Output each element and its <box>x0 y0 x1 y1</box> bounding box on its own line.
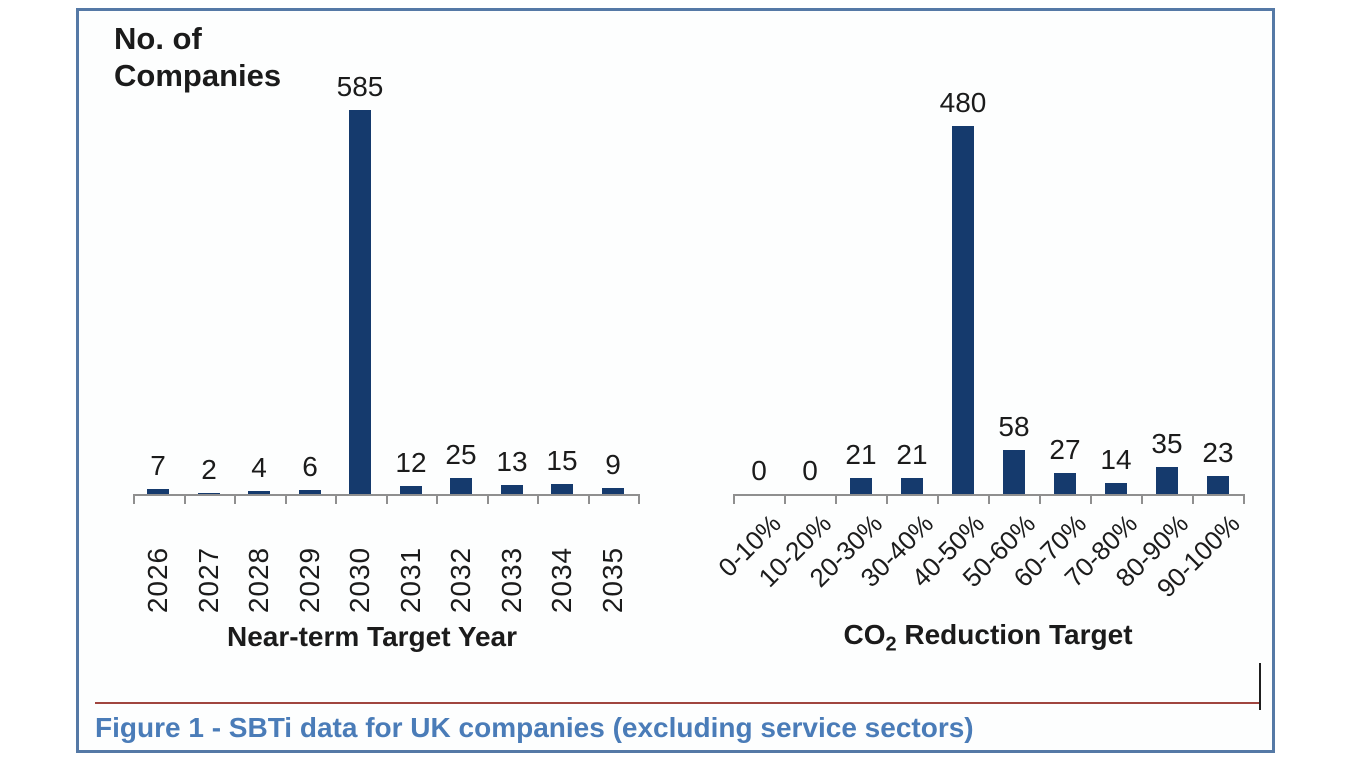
bar-20-30% <box>850 478 872 494</box>
tick-label-2034: 2034 <box>546 546 577 614</box>
value-label-2033: 13 <box>496 446 528 477</box>
x-axis-tick <box>537 494 539 504</box>
x-axis-tick <box>1243 494 1245 504</box>
value-label-80-90%: 35 <box>1151 428 1183 459</box>
x-axis-tick <box>1039 494 1041 504</box>
bar-70-80% <box>1105 483 1127 494</box>
value-label-70-80%: 14 <box>1100 444 1132 475</box>
value-label-2028: 4 <box>251 452 267 483</box>
value-label-50-60%: 58 <box>998 411 1030 442</box>
x-axis-title-co2-suffix: Reduction Target <box>896 619 1133 650</box>
x-axis-tick <box>285 494 287 504</box>
bar-50-60% <box>1003 450 1025 494</box>
value-label-2032: 25 <box>445 439 477 470</box>
value-label-90-100%: 23 <box>1202 437 1234 468</box>
bar-2031 <box>400 486 422 494</box>
y-axis-title: No. of Companies <box>114 20 281 94</box>
x-axis-title-co2-prefix: CO <box>843 619 886 650</box>
x-axis-tick <box>937 494 939 504</box>
bar-2028 <box>248 491 270 494</box>
x-axis-tick <box>988 494 990 504</box>
bar-2029 <box>299 490 321 494</box>
value-label-30-40%: 21 <box>896 439 928 470</box>
x-axis-title-near-term-target-year: Near-term Target Year <box>227 621 517 652</box>
value-label-0-10%: 0 <box>751 455 767 486</box>
y-axis-title-line1: No. of <box>114 21 202 56</box>
x-axis-tick <box>784 494 786 504</box>
bar-80-90% <box>1156 467 1178 494</box>
x-axis-tick <box>1090 494 1092 504</box>
x-axis-title-co2-reduction-target: CO2 Reduction Target <box>843 619 1133 655</box>
x-axis-tick <box>733 494 735 504</box>
value-label-2026: 7 <box>150 450 166 481</box>
x-axis-tick <box>886 494 888 504</box>
value-label-2034: 15 <box>546 445 578 476</box>
x-axis-tick <box>487 494 489 504</box>
bar-2035 <box>602 488 624 494</box>
x-axis-tick <box>133 494 135 504</box>
value-label-20-30%: 21 <box>845 439 877 470</box>
bar-2032 <box>450 478 472 494</box>
bar-2034 <box>551 484 573 494</box>
x-axis-tick <box>1141 494 1143 504</box>
value-label-60-70%: 27 <box>1049 434 1081 465</box>
value-label-40-50%: 480 <box>939 87 987 118</box>
value-label-2029: 6 <box>302 451 318 482</box>
bar-2027 <box>198 493 220 494</box>
tick-label-2035: 2035 <box>597 546 628 614</box>
x-axis-tick <box>184 494 186 504</box>
value-label-10-20%: 0 <box>802 455 818 486</box>
value-label-2030: 585 <box>336 71 384 102</box>
x-axis-title-co2-subscript: 2 <box>885 633 897 656</box>
bar-2026 <box>147 489 169 494</box>
x-axis-tick <box>638 494 640 504</box>
bar-2030 <box>349 110 371 494</box>
value-label-2031: 12 <box>395 447 427 478</box>
x-axis-tick <box>1192 494 1194 504</box>
value-label-2027: 2 <box>201 454 217 485</box>
bar-60-70% <box>1054 473 1076 494</box>
bar-90-100% <box>1207 476 1229 494</box>
divider-red-line <box>95 702 1260 704</box>
figure-frame <box>76 8 1275 753</box>
x-axis-tick <box>436 494 438 504</box>
x-axis-tick <box>335 494 337 504</box>
divider-end-tick <box>1259 663 1261 710</box>
x-axis-tick <box>386 494 388 504</box>
x-axis-tick <box>234 494 236 504</box>
tick-label-2026: 2026 <box>142 546 173 614</box>
bar-40-50% <box>952 126 974 494</box>
tick-label-2027: 2027 <box>193 546 224 614</box>
bar-30-40% <box>901 478 923 494</box>
x-axis-tick <box>588 494 590 504</box>
value-label-2035: 9 <box>605 449 621 480</box>
x-axis-tick <box>835 494 837 504</box>
y-axis-title-line2: Companies <box>114 58 282 93</box>
figure-caption: Figure 1 - SBTi data for UK companies (e… <box>95 712 974 743</box>
bar-2033 <box>501 485 523 494</box>
